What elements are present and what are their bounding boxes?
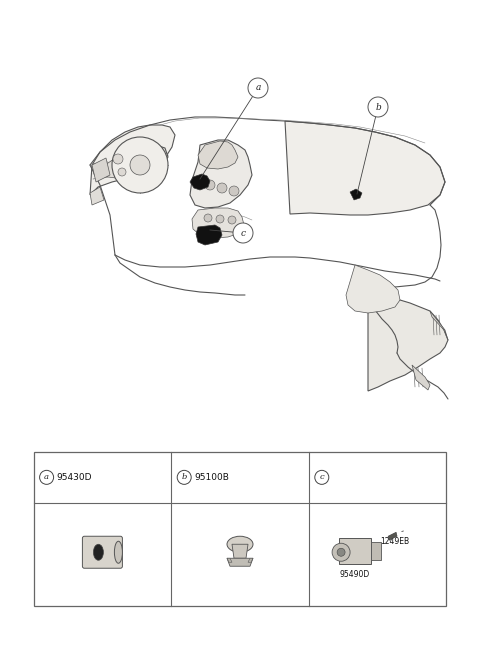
Text: a: a — [255, 83, 261, 92]
Circle shape — [39, 470, 54, 484]
Polygon shape — [118, 145, 168, 172]
Circle shape — [228, 216, 236, 224]
Polygon shape — [412, 365, 430, 390]
FancyBboxPatch shape — [83, 536, 122, 569]
Circle shape — [112, 137, 168, 193]
Polygon shape — [232, 544, 248, 558]
Text: b: b — [375, 102, 381, 111]
Polygon shape — [227, 558, 232, 562]
Ellipse shape — [227, 536, 253, 552]
Polygon shape — [196, 225, 222, 245]
Circle shape — [332, 543, 350, 561]
Polygon shape — [285, 121, 445, 215]
Text: 1249EB: 1249EB — [380, 538, 409, 546]
Polygon shape — [198, 141, 238, 169]
Circle shape — [177, 470, 191, 484]
FancyBboxPatch shape — [371, 542, 381, 560]
Polygon shape — [90, 125, 175, 195]
Circle shape — [204, 214, 212, 222]
Polygon shape — [100, 145, 168, 179]
Polygon shape — [192, 208, 244, 238]
Circle shape — [130, 155, 150, 175]
Circle shape — [248, 78, 268, 98]
Polygon shape — [90, 187, 104, 205]
Ellipse shape — [94, 544, 103, 560]
Circle shape — [216, 215, 224, 223]
Polygon shape — [190, 140, 252, 208]
Polygon shape — [248, 558, 253, 562]
Polygon shape — [190, 174, 210, 190]
Circle shape — [205, 180, 215, 190]
Circle shape — [337, 548, 345, 556]
Text: 95100B: 95100B — [194, 473, 229, 482]
Polygon shape — [227, 558, 253, 567]
Polygon shape — [92, 158, 110, 182]
Circle shape — [315, 470, 329, 484]
FancyBboxPatch shape — [339, 538, 371, 564]
Text: a: a — [44, 474, 49, 481]
Polygon shape — [430, 311, 448, 340]
Polygon shape — [346, 265, 400, 313]
Circle shape — [233, 223, 253, 243]
Polygon shape — [388, 533, 397, 540]
Text: b: b — [181, 474, 187, 481]
Circle shape — [229, 186, 239, 196]
Circle shape — [217, 183, 227, 193]
Circle shape — [368, 97, 388, 117]
Circle shape — [113, 154, 123, 164]
Text: 95490D: 95490D — [339, 571, 369, 580]
FancyBboxPatch shape — [34, 452, 446, 606]
Polygon shape — [350, 189, 362, 200]
Circle shape — [118, 168, 126, 176]
Ellipse shape — [114, 541, 122, 563]
Polygon shape — [368, 291, 448, 391]
Text: c: c — [319, 474, 324, 481]
Text: c: c — [240, 229, 245, 238]
Text: 95430D: 95430D — [57, 473, 92, 482]
